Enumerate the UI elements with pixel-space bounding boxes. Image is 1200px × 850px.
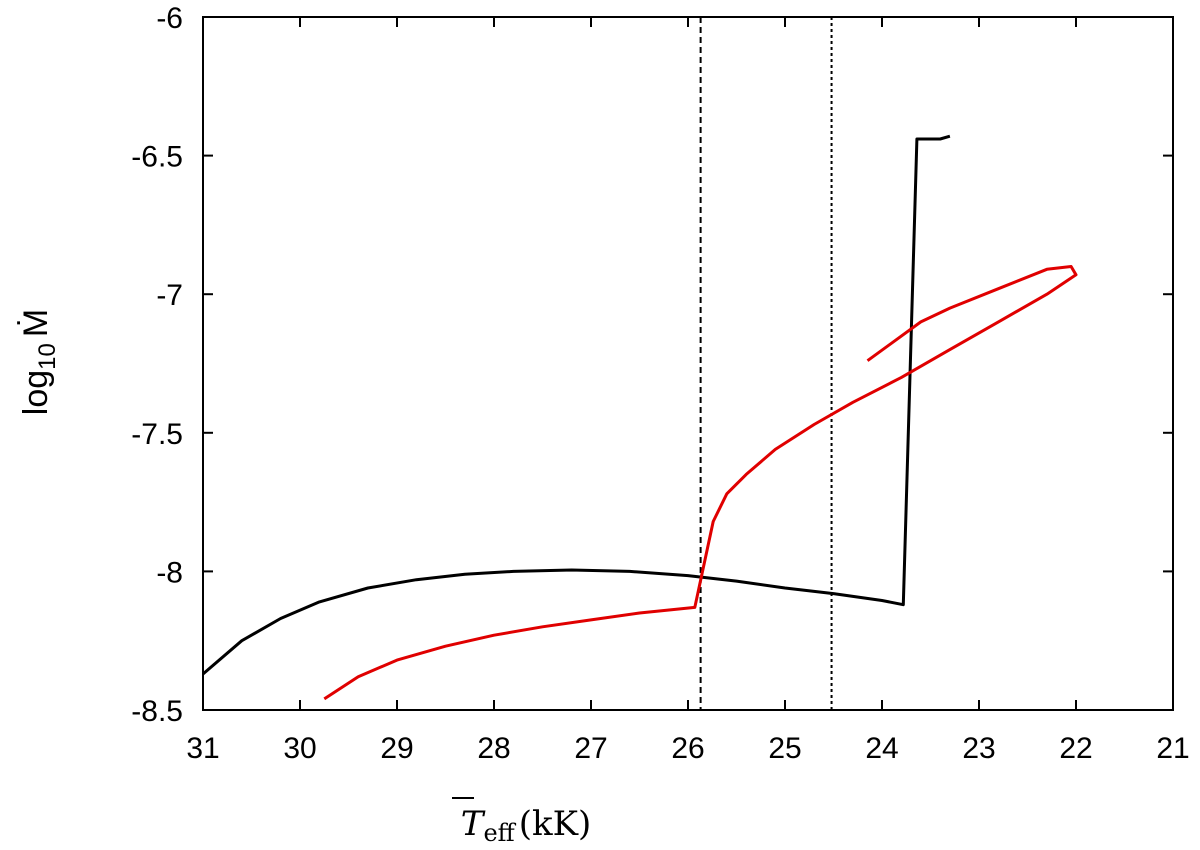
y-tick-label: -6.5 xyxy=(131,141,183,174)
x-tick-label: 27 xyxy=(574,732,607,765)
x-axis-unit: (kK) xyxy=(519,804,592,844)
x-tick-label: 29 xyxy=(380,732,413,765)
y-tick-label: -7 xyxy=(156,279,183,312)
y-tick-label: -7.5 xyxy=(131,418,183,451)
x-tick-labels: 31 30 29 28 27 26 25 24 23 22 21 xyxy=(186,732,1189,765)
y-axis-subscript: 10 xyxy=(34,343,61,370)
x-tick-label: 23 xyxy=(962,732,995,765)
x-tick-label: 30 xyxy=(283,732,316,765)
y-axis-title: log10 Ṁ xyxy=(17,309,61,415)
series-layer xyxy=(202,134,1078,701)
x-tick-label: 31 xyxy=(186,732,219,765)
x-axis-title: Teff (kK) xyxy=(461,804,592,847)
reference-lines xyxy=(699,17,833,710)
y-tick-labels: -6 -6.5 -7 -7.5 -8 -8.5 xyxy=(131,2,183,728)
x-tick-label: 28 xyxy=(477,732,510,765)
y-tick-label: -8 xyxy=(156,556,183,589)
ticks xyxy=(202,16,1174,711)
x-tick-label: 21 xyxy=(1156,732,1189,765)
y-tick-label: -6 xyxy=(156,2,183,35)
x-tick-label: 25 xyxy=(768,732,801,765)
plot-frame xyxy=(202,16,1174,711)
x-axis-subscript: eff xyxy=(483,819,516,847)
x-tick-label: 26 xyxy=(671,732,704,765)
x-tick-label: 22 xyxy=(1059,732,1092,765)
y-axis-prefix: log xyxy=(17,370,55,415)
y-axis-symbol: Ṁ xyxy=(17,309,55,337)
series-line-1 xyxy=(202,134,951,676)
x-tick-label: 24 xyxy=(865,732,898,765)
x-axis-symbol: T xyxy=(461,804,486,844)
series-line-2 xyxy=(323,265,1078,701)
y-tick-label: -8.5 xyxy=(131,695,183,728)
